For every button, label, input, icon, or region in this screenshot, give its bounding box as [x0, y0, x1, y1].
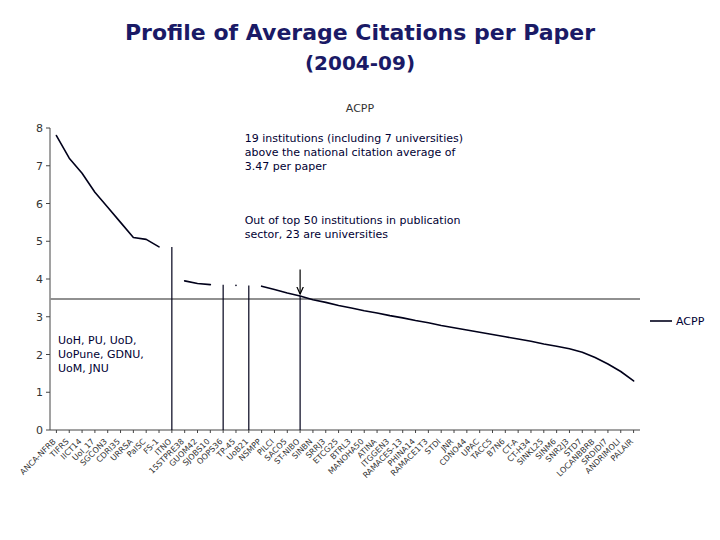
x-tick [120, 430, 121, 433]
y-tick [46, 165, 50, 166]
x-tick [94, 430, 95, 433]
y-tick-label: 6 [36, 198, 43, 211]
y-tick [46, 392, 50, 393]
x-tick [82, 430, 83, 433]
x-tick [402, 430, 403, 433]
y-tick-label: 8 [36, 122, 43, 135]
y-tick [46, 128, 50, 129]
legend-swatch [650, 320, 672, 322]
x-tick [171, 430, 172, 433]
x-tick [364, 430, 365, 433]
x-tick [312, 430, 313, 433]
x-tick [248, 430, 249, 433]
y-tick-label: 5 [36, 235, 43, 248]
x-tick [107, 430, 108, 433]
x-tick [633, 430, 634, 433]
x-tick [223, 430, 224, 433]
x-tick [428, 430, 429, 433]
x-tick [454, 430, 455, 433]
y-tick-label: 1 [36, 386, 43, 399]
y-tick [46, 203, 50, 204]
drop-line [300, 296, 301, 430]
x-tick [146, 430, 147, 433]
legend-label: ACPP [676, 315, 705, 328]
x-axis-line [50, 430, 640, 431]
annotation: 19 institutions (including 7 universitie… [245, 132, 463, 173]
x-tick [235, 430, 236, 433]
x-tick [159, 430, 160, 433]
y-tick-label: 3 [36, 311, 43, 324]
x-tick [56, 430, 57, 433]
x-tick [184, 430, 185, 433]
y-tick-label: 4 [36, 273, 43, 286]
x-tick [415, 430, 416, 433]
x-tick [518, 430, 519, 433]
y-tick-label: 2 [36, 349, 43, 362]
x-tick [274, 430, 275, 433]
reference-line [50, 298, 640, 300]
x-tick [466, 430, 467, 433]
y-tick [46, 279, 50, 280]
drop-line [223, 285, 224, 430]
y-tick [46, 354, 50, 355]
plot-area [50, 136, 640, 430]
x-tick [210, 430, 211, 433]
x-tick [620, 430, 621, 433]
x-tick [441, 430, 442, 433]
subtitle: (2004-09) [305, 51, 415, 75]
x-tick [69, 430, 70, 433]
x-tick-label: RAMACE1T3 [389, 437, 430, 478]
x-tick [261, 430, 262, 433]
x-tick-label: PALAIR [609, 437, 635, 463]
x-tick [479, 430, 480, 433]
x-tick [133, 430, 134, 433]
x-tick [543, 430, 544, 433]
x-tick [530, 430, 531, 433]
x-tick [569, 430, 570, 433]
y-tick [46, 316, 50, 317]
x-tick [582, 430, 583, 433]
x-tick [389, 430, 390, 433]
arrow [300, 270, 301, 295]
title: Profile of Average Citations per Paper [125, 20, 595, 45]
drop-line [248, 285, 249, 430]
x-tick [505, 430, 506, 433]
x-tick [351, 430, 352, 433]
x-tick [595, 430, 596, 433]
x-tick [300, 430, 301, 433]
y-tick [46, 430, 50, 431]
annotation: UoH, PU, UoD,UoPune, GDNU,UoM, JNU [58, 334, 144, 375]
drop-line [171, 247, 172, 430]
x-tick [492, 430, 493, 433]
y-tick [46, 241, 50, 242]
x-tick [556, 430, 557, 433]
x-tick [377, 430, 378, 433]
x-tick [197, 430, 198, 433]
line-series [56, 136, 633, 381]
x-tick [338, 430, 339, 433]
y-tick-label: 0 [36, 424, 43, 437]
chart: Profile of Average Citations per Paper (2… [0, 0, 720, 540]
x-tick [287, 430, 288, 433]
x-tick [607, 430, 608, 433]
annotation: Out of top 50 institutions in publicatio… [245, 214, 461, 241]
y-tick-label: 7 [36, 160, 43, 173]
x-tick [325, 430, 326, 433]
y-axis-label: ACPP [346, 102, 375, 115]
